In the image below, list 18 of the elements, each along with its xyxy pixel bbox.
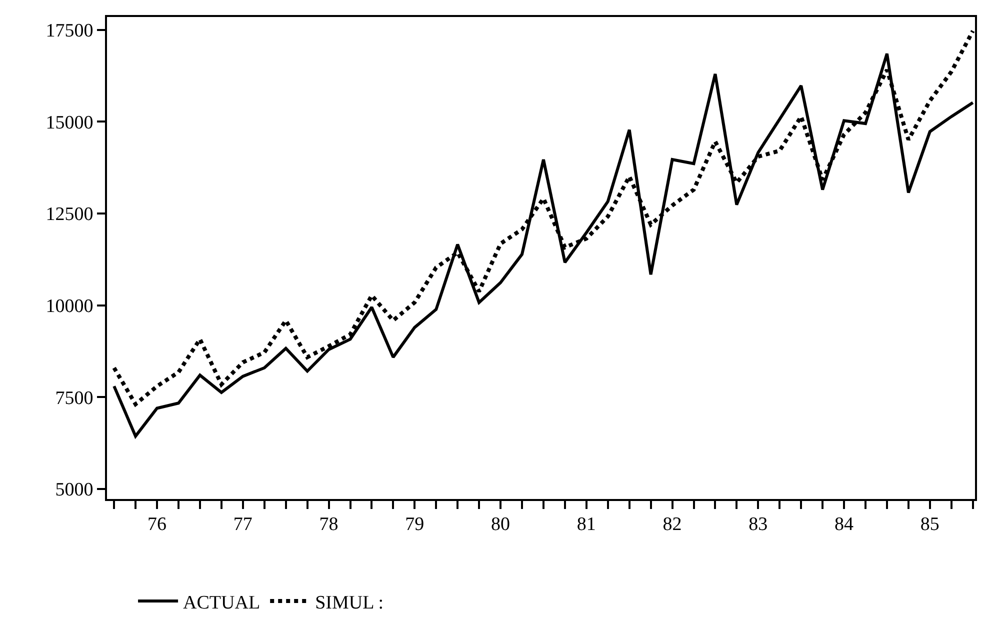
legend-label: ACTUAL bbox=[183, 592, 260, 614]
y-tick-label: 17500 bbox=[46, 20, 94, 42]
y-tick-label: 15000 bbox=[46, 112, 94, 134]
x-tick-label: 83 bbox=[748, 514, 768, 535]
y-tick-label: 5000 bbox=[55, 480, 94, 501]
x-tick-label: 76 bbox=[148, 514, 167, 535]
legend-label: SIMUL : bbox=[315, 592, 384, 614]
x-tick-label: 85 bbox=[920, 514, 940, 535]
x-tick-label: 79 bbox=[405, 514, 424, 535]
x-tick-label: 84 bbox=[834, 514, 854, 535]
x-tick-label: 80 bbox=[491, 514, 510, 535]
y-tick-label: 12500 bbox=[46, 204, 94, 226]
x-tick-label: 82 bbox=[662, 514, 682, 535]
x-tick-label: 78 bbox=[319, 514, 338, 535]
y-tick-label: 10000 bbox=[46, 296, 94, 318]
x-tick-label: 81 bbox=[576, 514, 596, 535]
x-tick-label: 77 bbox=[233, 514, 252, 535]
y-tick-label: 7500 bbox=[55, 388, 94, 409]
